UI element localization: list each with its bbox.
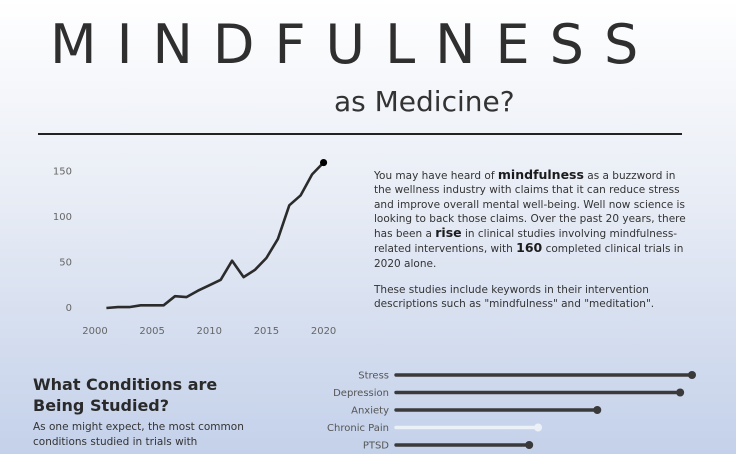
category-label: PTSD xyxy=(363,441,389,452)
lollipop-head xyxy=(688,371,696,379)
intro-keyword-count: 160 xyxy=(516,240,543,256)
x-tick-label: 2020 xyxy=(311,326,336,337)
category-label: Chronic Pain xyxy=(327,423,389,434)
y-tick-label: 100 xyxy=(53,212,72,223)
intro-keyword-rise: rise xyxy=(435,225,462,241)
intro-keyword-mindfulness: mindfulness xyxy=(497,167,584,182)
category-label: Depression xyxy=(333,388,389,399)
category-label: Anxiety xyxy=(351,406,389,417)
x-tick-label: 2005 xyxy=(139,326,164,337)
x-tick-label: 2010 xyxy=(197,326,222,337)
trials-trend-chart: 0 50 100 150 2000 2005 2010 2015 2020 xyxy=(53,158,336,337)
conditions-description: As one might expect, the most common con… xyxy=(33,421,244,448)
intro-text-part: You may have heard of xyxy=(374,170,498,182)
intro-text-part: as a buzzword in the wellness industry w… xyxy=(374,170,686,241)
intro-text-part: in clinical studies involving mindfulnes… xyxy=(374,228,678,256)
lollipop-head xyxy=(593,406,602,414)
lollipop-head xyxy=(676,388,685,397)
page-title: MINDFULNESS xyxy=(50,13,659,76)
lollipop-head xyxy=(534,423,543,432)
page-subtitle: as Medicine? xyxy=(334,85,515,118)
y-tick-label: 0 xyxy=(66,303,72,314)
intro-paragraph-1: You may have heard of mindfulness as a b… xyxy=(374,167,694,271)
y-tick-label: 50 xyxy=(59,258,72,269)
lollipop-head xyxy=(525,441,534,449)
conditions-lollipop-chart: Stress Depression Anxiety Chronic Pain PTSD xyxy=(327,371,696,452)
intro-text-part: completed clinical trials in 2020 alone. xyxy=(374,243,684,270)
x-tick-label: 2000 xyxy=(82,326,107,337)
x-tick-label: 2015 xyxy=(254,326,279,337)
intro-paragraph-2: These studies include keywords in their … xyxy=(374,284,655,311)
endpoint-point xyxy=(319,158,328,167)
series-line xyxy=(106,161,325,310)
category-label: Stress xyxy=(358,371,389,382)
conditions-heading: What Conditions are Being Studied? xyxy=(33,375,218,415)
title-divider xyxy=(38,133,682,135)
intro-text: You may have heard of mindfulness as a b… xyxy=(374,167,694,324)
y-tick-label: 150 xyxy=(53,167,72,178)
